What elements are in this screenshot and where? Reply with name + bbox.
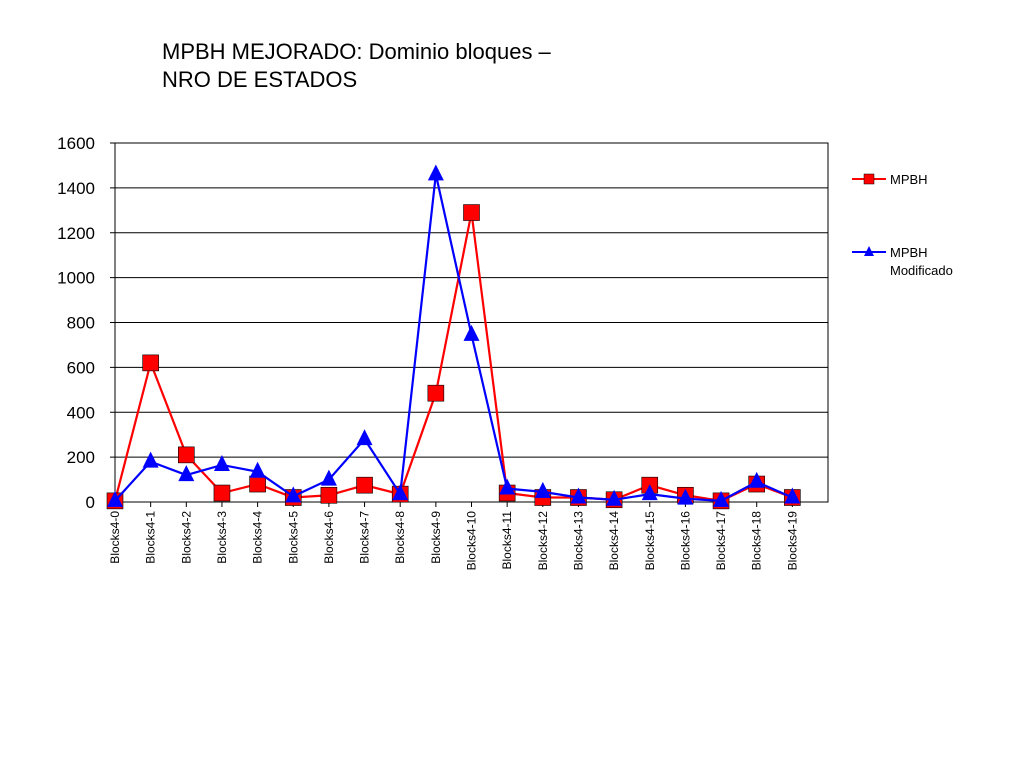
legend-label: MPBH — [890, 245, 928, 260]
legend-label-line-2: Modificado — [890, 263, 953, 278]
y-tick-label: 1200 — [57, 224, 95, 243]
chart-title: MPBH MEJORADO: Dominio bloques – NRO DE … — [162, 38, 551, 94]
data-point — [249, 461, 266, 478]
x-tick-label: Blocks4-11 — [500, 511, 514, 570]
data-point — [320, 469, 337, 486]
y-tick-label: 1000 — [57, 269, 95, 288]
legend-label: MPBH — [890, 172, 928, 187]
series-line — [114, 174, 793, 502]
legend-item: MPBH Modificado — [852, 245, 953, 278]
x-axis-tick-labels: Blocks4-0 Blocks4-1 Blocks4-2 Blocks4-3 Bloc… — [108, 511, 799, 571]
data-point — [641, 484, 658, 501]
data-point — [107, 490, 123, 507]
data-point — [178, 465, 195, 482]
x-tick-label: Blocks4-19 — [785, 511, 799, 571]
data-point — [427, 384, 445, 402]
x-tick-label: Blocks4-7 — [358, 511, 372, 564]
data-point — [677, 488, 694, 505]
x-tick-label: Blocks4-0 — [108, 511, 122, 564]
data-point — [606, 489, 623, 506]
data-point — [570, 487, 587, 504]
data-point — [463, 204, 480, 221]
data-point — [356, 476, 373, 494]
y-tick-label: 0 — [86, 493, 95, 512]
y-tick-label: 600 — [67, 358, 95, 377]
data-point — [285, 486, 302, 503]
data-point — [748, 471, 765, 488]
legend-marker — [863, 173, 875, 185]
x-tick-label: Blocks4-6 — [322, 511, 336, 564]
gridlines — [115, 142, 828, 503]
data-point — [142, 451, 159, 468]
data-point — [249, 475, 266, 493]
data-point — [534, 481, 551, 498]
data-point — [213, 455, 230, 471]
x-tick-label: Blocks4-2 — [179, 511, 193, 564]
y-tick-label: 1400 — [57, 179, 95, 198]
data-point — [356, 429, 373, 446]
x-tick-label: Blocks4-1 — [144, 511, 158, 564]
data-point — [499, 478, 516, 495]
x-tick-label: Blocks4-17 — [714, 511, 728, 571]
legend-item: MPBH — [852, 172, 928, 187]
chart-legend: MPBH MPBH Modificado — [852, 172, 953, 278]
series-2 — [107, 164, 801, 507]
x-tick-label: Blocks4-18 — [750, 511, 764, 571]
y-tick-label: 400 — [67, 403, 95, 422]
x-tick-label: Blocks4-13 — [571, 511, 585, 571]
data-point — [320, 486, 338, 504]
data-point — [713, 490, 730, 507]
y-axis-tick-labels: 0 200 400 600 800 1000 1200 1400 1600 — [57, 134, 95, 512]
y-tick-label: 800 — [67, 314, 95, 333]
x-tick-label: Blocks4-16 — [678, 511, 692, 571]
chart-title-line-2: NRO DE ESTADOS — [162, 67, 358, 92]
x-tick-label: Blocks4-14 — [607, 511, 621, 571]
data-point — [213, 484, 231, 502]
data-point — [784, 487, 801, 504]
y-tick-label: 200 — [67, 448, 95, 467]
x-tick-label: Blocks4-5 — [286, 511, 300, 564]
x-tick-label: Blocks4-10 — [465, 511, 479, 571]
series-lines — [106, 164, 801, 510]
x-tick-label: Blocks4-12 — [536, 511, 550, 571]
x-tick-label: Blocks4-9 — [429, 511, 443, 564]
x-tick-label: Blocks4-8 — [393, 511, 407, 564]
series-1 — [106, 204, 801, 510]
x-tick-label: Blocks4-4 — [251, 511, 265, 564]
data-point — [142, 354, 159, 372]
data-point — [392, 484, 409, 501]
y-tick-label: 1600 — [57, 134, 95, 153]
data-point — [178, 446, 195, 464]
data-point — [463, 324, 480, 341]
chart-title-line-1: MPBH MEJORADO: Dominio bloques – — [162, 39, 551, 64]
x-tick-label: Blocks4-15 — [643, 511, 657, 571]
x-tick-label: Blocks4-3 — [215, 511, 229, 564]
data-point — [427, 164, 444, 181]
legend-marker — [864, 246, 874, 256]
